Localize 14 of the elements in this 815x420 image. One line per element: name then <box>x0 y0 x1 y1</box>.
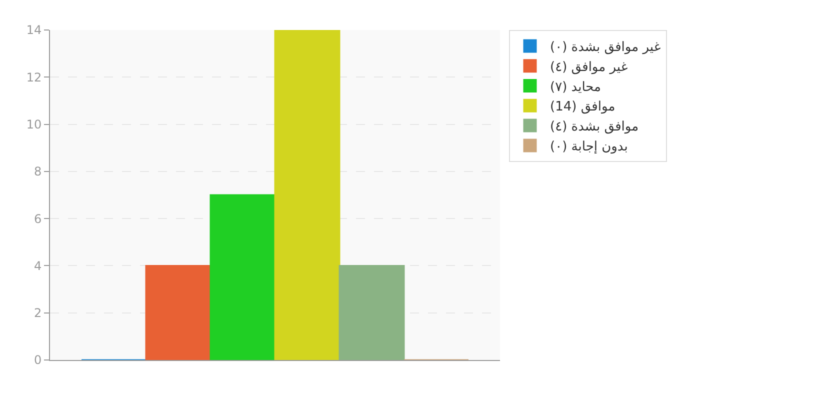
y-tick-label: 12 <box>26 70 42 84</box>
y-tick-label: 6 <box>34 212 42 226</box>
y-tick-label: 2 <box>34 306 42 320</box>
y-tick-label: 4 <box>34 258 42 273</box>
legend-label: غير موافق بشدة (٠) <box>550 40 661 56</box>
legend-label: موافق (14) <box>550 100 616 115</box>
legend-label: موافق بشدة (٤) <box>550 120 639 135</box>
legend-label: بدون إجابة (٠) <box>550 140 628 155</box>
y-tick-label: 10 <box>26 117 42 132</box>
legend-label: غير موافق (٤) <box>550 60 628 75</box>
y-tick-label: 0 <box>34 353 42 368</box>
legend-label: محايد (٧) <box>550 80 602 95</box>
y-tick-label: 8 <box>34 164 42 179</box>
y-tick-label: 14 <box>26 23 42 38</box>
